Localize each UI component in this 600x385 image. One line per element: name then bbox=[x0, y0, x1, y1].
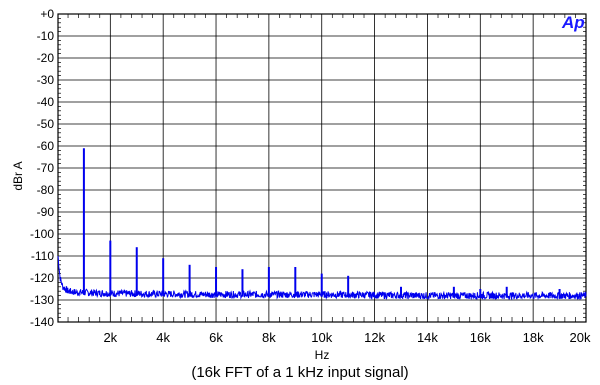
x-tick-label: 2k bbox=[103, 330, 117, 345]
x-axis-label: Hz bbox=[315, 348, 330, 362]
y-tick-label: -110 bbox=[31, 249, 54, 263]
y-tick-label: -130 bbox=[30, 293, 54, 307]
y-tick-label: +0 bbox=[40, 7, 54, 21]
y-tick-label: -70 bbox=[37, 161, 55, 175]
y-tick-label: -90 bbox=[37, 205, 55, 219]
x-tick-label: 12k bbox=[364, 330, 385, 345]
y-tick-label: -10 bbox=[37, 29, 55, 43]
y-tick-label: -20 bbox=[37, 51, 55, 65]
y-tick-label: -120 bbox=[30, 271, 54, 285]
x-tick-label: 4k bbox=[156, 330, 170, 345]
x-tick-label: 6k bbox=[209, 330, 223, 345]
y-axis-label: dBr A bbox=[11, 161, 25, 190]
x-tick-label: 16k bbox=[470, 330, 491, 345]
y-tick-label: -140 bbox=[30, 315, 54, 329]
y-tick-label: -40 bbox=[37, 95, 55, 109]
y-tick-label: -60 bbox=[37, 139, 55, 153]
x-tick-label: 14k bbox=[417, 330, 438, 345]
ap-logo: Ap bbox=[561, 13, 585, 32]
y-tick-label: -30 bbox=[37, 73, 55, 87]
y-tick-label: -80 bbox=[37, 183, 55, 197]
x-tick-label: 10k bbox=[311, 330, 332, 345]
x-tick-label: 18k bbox=[523, 330, 544, 345]
y-tick-label: -50 bbox=[37, 117, 55, 131]
x-tick-label: 8k bbox=[262, 330, 276, 345]
y-tick-label: -100 bbox=[30, 227, 54, 241]
plot-frame bbox=[57, 13, 587, 323]
x-tick-label: 20k bbox=[570, 330, 591, 345]
chart-caption: (16k FFT of a 1 kHz input signal) bbox=[191, 364, 408, 381]
